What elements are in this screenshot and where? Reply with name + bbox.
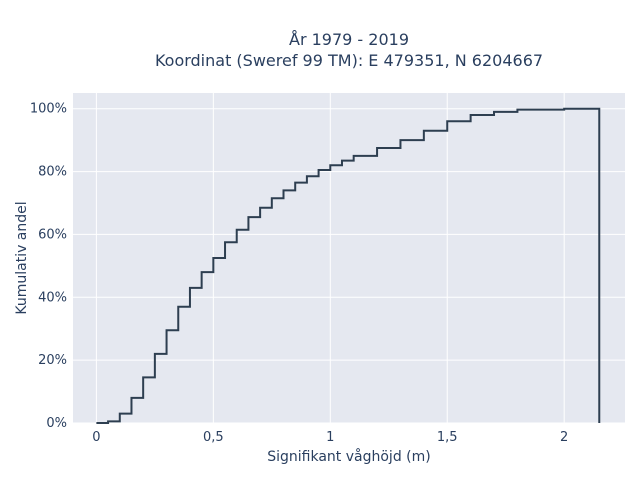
x-axis-label: Signifikant våghöjd (m)	[267, 448, 430, 465]
plot-area	[73, 93, 625, 423]
x-tick-label: 0,5	[203, 430, 224, 445]
y-axis-ticks: 0% 20% 40% 60% 80% 100%	[30, 102, 67, 431]
x-tick-label: 2	[560, 430, 568, 445]
x-tick-label: 1	[326, 430, 334, 445]
x-axis-ticks: 0 0,5 1 1,5 2	[92, 430, 568, 445]
y-tick-label: 40%	[38, 290, 67, 305]
y-tick-label: 0%	[46, 416, 67, 431]
y-tick-label: 80%	[38, 165, 67, 180]
y-axis-label: Kumulativ andel	[14, 201, 30, 314]
x-tick-label: 0	[92, 430, 100, 445]
y-tick-label: 20%	[38, 353, 67, 368]
y-tick-label: 60%	[38, 227, 67, 242]
x-tick-label: 1,5	[437, 430, 458, 445]
cdf-series-line	[96, 107, 601, 424]
y-tick-label: 100%	[30, 102, 67, 117]
chart-title-line-1: År 1979 - 2019	[289, 30, 409, 49]
chart-title-line-2: Koordinat (Sweref 99 TM): E 479351, N 62…	[155, 51, 543, 70]
